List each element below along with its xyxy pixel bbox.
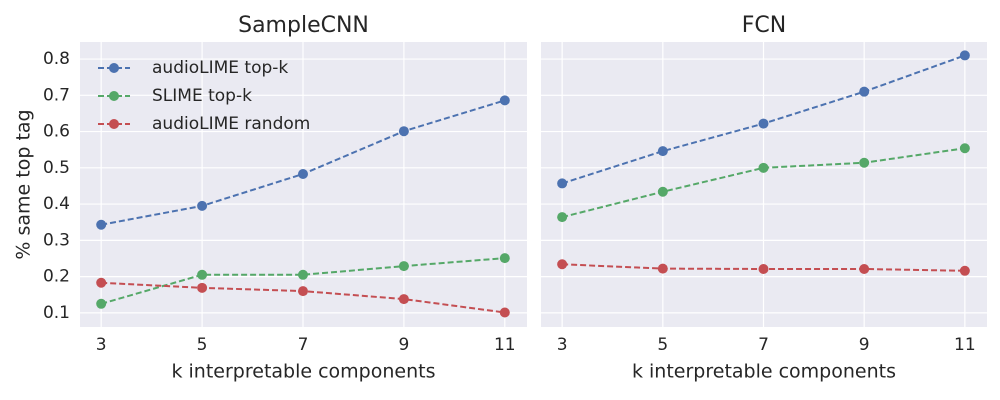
y-tick-label: 0.8 — [43, 49, 70, 69]
x-axis-label: k interpretable components — [632, 361, 896, 383]
x-tick-label: 11 — [494, 335, 516, 355]
x-tick-label: 7 — [758, 335, 769, 355]
data-point — [657, 146, 668, 157]
legend-label: audioLIME top-k — [152, 58, 288, 78]
y-tick-label: 0.7 — [43, 85, 70, 105]
data-point — [499, 95, 510, 106]
y-axis-label: % same top tag — [13, 109, 35, 259]
data-point — [96, 277, 107, 288]
data-point — [499, 307, 510, 318]
legend-marker — [109, 91, 119, 101]
data-point — [859, 86, 870, 97]
x-tick-label: 7 — [298, 335, 309, 355]
data-point — [557, 212, 568, 223]
data-point — [398, 294, 409, 305]
data-point — [557, 259, 568, 270]
data-point — [758, 162, 769, 173]
legend-label: audioLIME random — [152, 114, 310, 134]
data-point — [398, 261, 409, 272]
x-tick-label: 3 — [557, 335, 568, 355]
x-tick-label: 9 — [398, 335, 409, 355]
data-point — [859, 157, 870, 168]
data-point — [499, 253, 510, 264]
chart-title: FCN — [742, 13, 786, 38]
data-point — [959, 265, 970, 276]
data-point — [297, 168, 308, 179]
y-tick-label: 0.5 — [43, 158, 70, 178]
x-tick-label: 11 — [954, 335, 976, 355]
data-point — [96, 219, 107, 230]
data-point — [197, 282, 208, 293]
data-point — [657, 263, 668, 274]
chart-title: SampleCNN — [238, 13, 369, 38]
legend-marker — [109, 119, 119, 129]
y-tick-label: 0.1 — [43, 303, 70, 323]
data-point — [859, 263, 870, 274]
y-tick-label: 0.6 — [43, 122, 70, 142]
y-tick-label: 0.4 — [43, 194, 70, 214]
x-tick-label: 3 — [96, 335, 107, 355]
x-tick-label: 5 — [197, 335, 208, 355]
data-point — [96, 298, 107, 309]
data-point — [398, 126, 409, 137]
data-point — [758, 118, 769, 129]
data-point — [959, 143, 970, 154]
legend-marker — [109, 63, 119, 73]
data-point — [657, 186, 668, 197]
data-point — [959, 50, 970, 61]
x-tick-label: 5 — [657, 335, 668, 355]
data-point — [557, 178, 568, 189]
data-point — [197, 269, 208, 280]
legend-label: SLIME top-k — [152, 86, 252, 106]
data-point — [297, 286, 308, 297]
x-axis-label: k interpretable components — [171, 361, 435, 383]
data-point — [297, 269, 308, 280]
y-tick-label: 0.2 — [43, 267, 70, 287]
data-point — [758, 263, 769, 274]
y-tick-label: 0.3 — [43, 230, 70, 250]
data-point — [197, 200, 208, 211]
x-tick-label: 9 — [859, 335, 870, 355]
